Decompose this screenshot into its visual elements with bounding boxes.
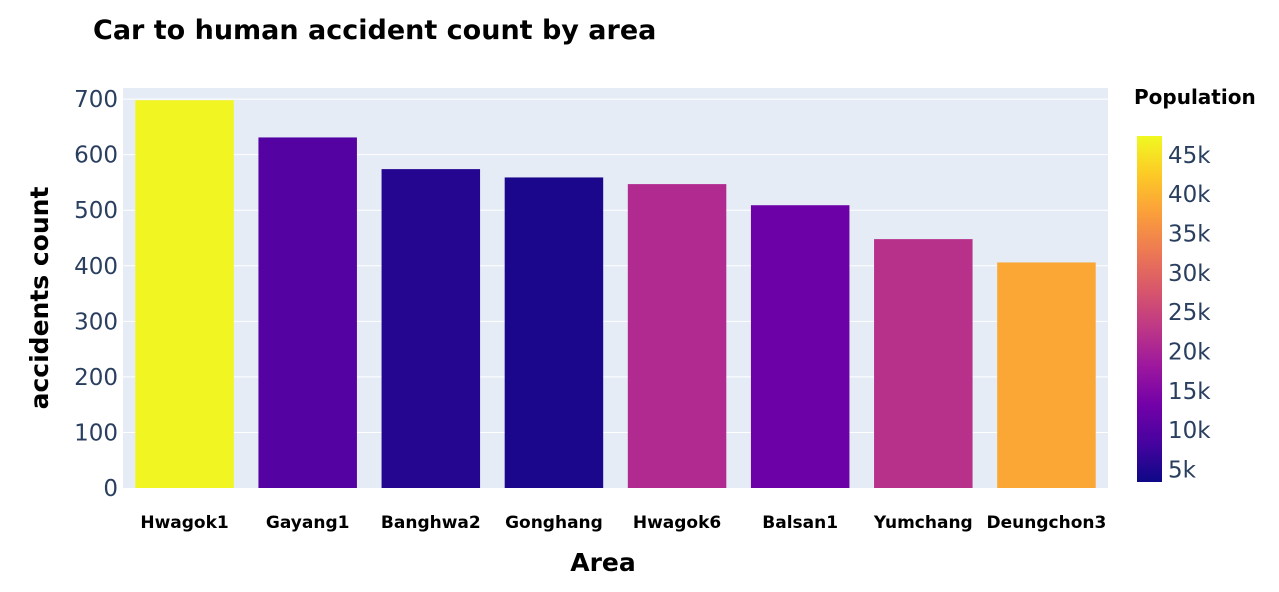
colorbar-tick-label: 20k <box>1168 339 1211 365</box>
colorbar-tick-label: 5k <box>1168 457 1197 483</box>
colorbar <box>1137 136 1162 482</box>
bar-balsan1 <box>750 205 850 488</box>
y-tick-label: 200 <box>74 365 118 391</box>
colorbar-tick-label: 10k <box>1168 418 1211 444</box>
bar-hwagok1 <box>135 100 234 488</box>
y-axis-ticks: 0 100 200 300 400 500 600 700 <box>74 87 118 502</box>
y-tick-label: 0 <box>103 476 118 502</box>
y-tick-label: 400 <box>74 254 118 280</box>
x-tick-label: Gayang1 <box>266 513 350 533</box>
bar-gayang1 <box>258 137 357 488</box>
bars <box>135 100 1096 488</box>
bar-banghwa2 <box>381 169 481 488</box>
x-tick-label: Hwagok1 <box>140 513 228 533</box>
y-tick-label: 700 <box>74 87 118 113</box>
bar-yumchang <box>874 239 973 488</box>
colorbar-tick-label: 25k <box>1168 300 1211 326</box>
y-axis-title: accidents count <box>25 187 54 410</box>
bar-hwagok6 <box>627 184 727 488</box>
x-tick-label: Balsan1 <box>762 513 838 533</box>
x-tick-label: Yumchang <box>873 513 973 533</box>
y-tick-label: 100 <box>74 420 118 446</box>
bar-gonghang <box>504 177 604 488</box>
x-tick-label: Gonghang <box>505 513 603 533</box>
colorbar-tick-label: 40k <box>1168 182 1211 208</box>
bar-deungchon3 <box>997 262 1096 488</box>
y-tick-label: 600 <box>74 143 118 169</box>
colorbar-ticks: 5k 10k 15k 20k 25k 30k 35k 40k 45k <box>1168 143 1211 484</box>
x-tick-label: Deungchon3 <box>987 513 1107 533</box>
colorbar-tick-label: 45k <box>1168 143 1211 169</box>
colorbar-tick-label: 30k <box>1168 261 1211 287</box>
x-axis-title: Area <box>570 548 636 577</box>
chart-title: Car to human accident count by area <box>93 15 656 46</box>
colorbar-title: Population <box>1134 85 1256 109</box>
x-tick-label: Hwagok6 <box>633 513 721 533</box>
y-tick-label: 300 <box>74 309 118 335</box>
x-tick-label: Banghwa2 <box>381 513 481 533</box>
x-axis-ticks: Hwagok1 Gayang1 Banghwa2 Gonghang Hwagok6 Bal… <box>140 513 1106 533</box>
colorbar-tick-label: 35k <box>1168 222 1211 248</box>
colorbar-tick-label: 15k <box>1168 379 1211 405</box>
y-tick-label: 500 <box>74 198 118 224</box>
